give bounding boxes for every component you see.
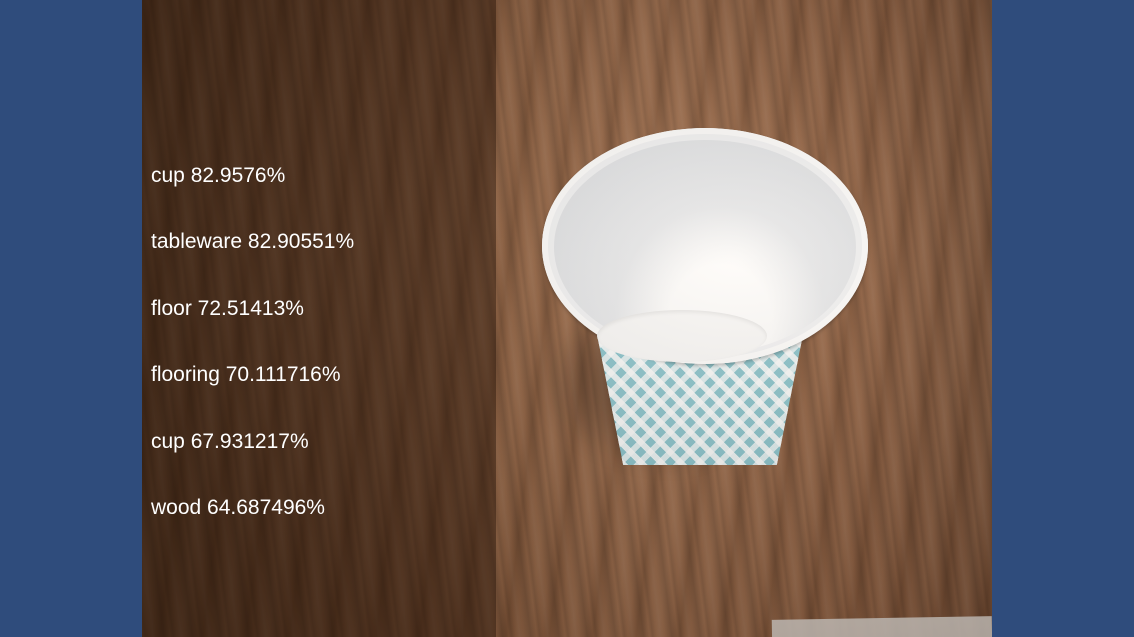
detection-label: flooring 70.111716% (151, 363, 341, 387)
paper-cup-interior (554, 140, 856, 354)
detection-label: tableware 82.90551% (151, 230, 355, 254)
paper-cup-body (580, 250, 820, 465)
paper-cup-rim (542, 128, 868, 364)
paper-cup-bottom (597, 310, 767, 362)
detection-label: wood 64.687496% (151, 495, 325, 519)
detection-label-list: cup 82.9576% tableware 82.90551% floor 7… (151, 161, 354, 559)
detection-label: floor 72.51413% (151, 296, 304, 320)
camera-photo (142, 0, 992, 637)
detection-label: cup 67.931217% (151, 429, 309, 453)
label-overlay-panel (142, 0, 496, 637)
detection-label: cup 82.9576% (151, 164, 286, 187)
cup-shadow (537, 290, 767, 475)
photo-background-object (771, 616, 992, 637)
